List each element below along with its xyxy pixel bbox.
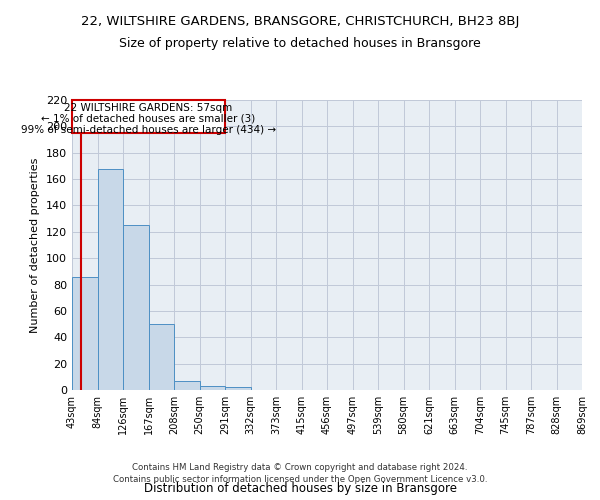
Bar xyxy=(72,276,97,390)
Bar xyxy=(97,168,123,390)
Bar xyxy=(149,324,174,390)
Text: Contains HM Land Registry data © Crown copyright and database right 2024.: Contains HM Land Registry data © Crown c… xyxy=(132,464,468,472)
Text: 22, WILTSHIRE GARDENS, BRANSGORE, CHRISTCHURCH, BH23 8BJ: 22, WILTSHIRE GARDENS, BRANSGORE, CHRIST… xyxy=(81,15,519,28)
FancyBboxPatch shape xyxy=(72,100,225,133)
Text: ← 1% of detached houses are smaller (3): ← 1% of detached houses are smaller (3) xyxy=(41,114,256,124)
Text: 99% of semi-detached houses are larger (434) →: 99% of semi-detached houses are larger (… xyxy=(21,124,276,134)
Text: 22 WILTSHIRE GARDENS: 57sqm: 22 WILTSHIRE GARDENS: 57sqm xyxy=(64,102,233,113)
Bar xyxy=(123,225,149,390)
Text: Size of property relative to detached houses in Bransgore: Size of property relative to detached ho… xyxy=(119,38,481,51)
Bar xyxy=(225,388,251,390)
Bar xyxy=(199,386,225,390)
Text: Distribution of detached houses by size in Bransgore: Distribution of detached houses by size … xyxy=(143,482,457,495)
Text: Contains public sector information licensed under the Open Government Licence v3: Contains public sector information licen… xyxy=(113,475,487,484)
Y-axis label: Number of detached properties: Number of detached properties xyxy=(31,158,40,332)
Bar xyxy=(174,381,199,390)
